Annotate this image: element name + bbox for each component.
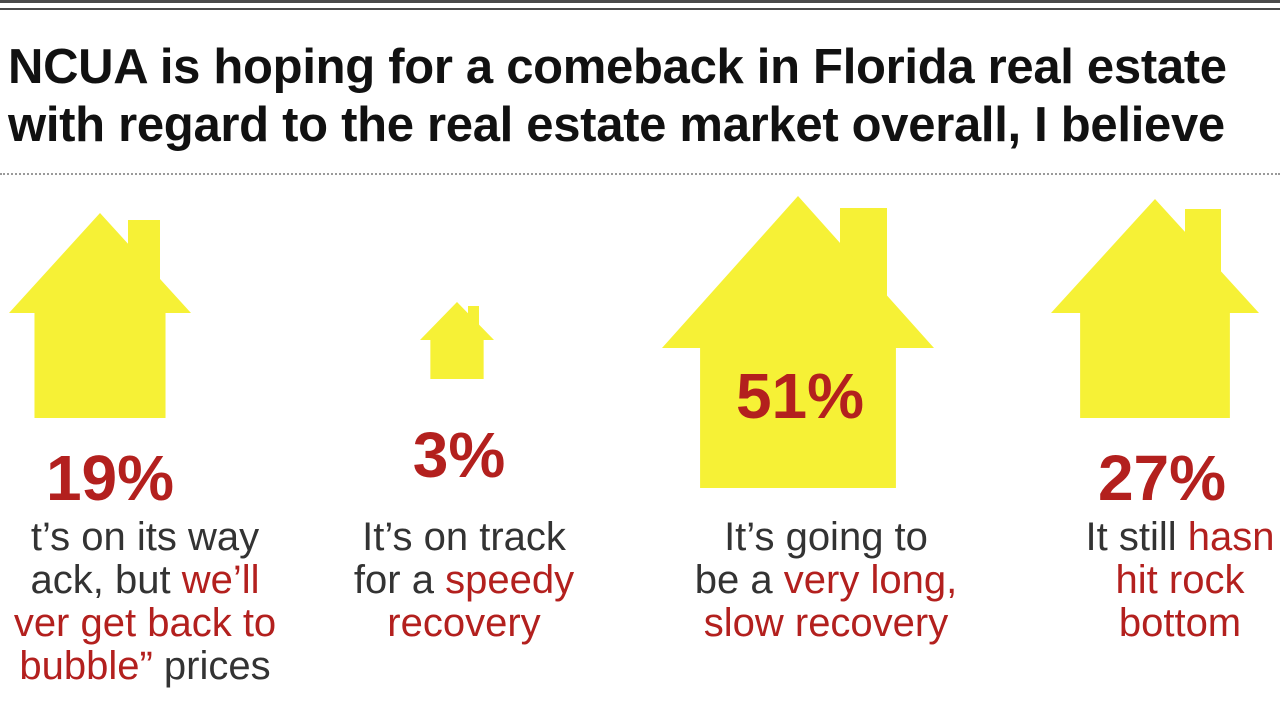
dotted-divider	[0, 173, 1280, 175]
label-text: ack, but	[30, 558, 182, 602]
label-text: It still	[1085, 515, 1188, 559]
house-icon-2	[420, 302, 494, 379]
label-line: be a very long,	[626, 559, 1026, 602]
category-label-1: t’s on its way ack, but we’ll ver get back…	[0, 516, 345, 688]
label-line: t’s on its way	[0, 516, 345, 559]
label-line: recovery	[264, 602, 664, 645]
label-line: ack, but we’ll	[0, 559, 345, 602]
house-icon-4	[1051, 199, 1259, 418]
house-roof	[420, 302, 494, 340]
label-line: bubble” prices	[0, 645, 345, 688]
house-body	[1080, 312, 1230, 418]
label-text: It’s on track	[362, 515, 566, 559]
label-line: It’s going to	[626, 516, 1026, 559]
label-line: slow recovery	[626, 602, 1026, 645]
value-label-3: 51%	[736, 360, 864, 432]
house-roof	[1051, 199, 1259, 313]
label-line: hit rock	[980, 559, 1280, 602]
title-line-2: with regard to the real estate market ov…	[8, 98, 1225, 152]
category-label-4: It still hasn hit rock bottom	[980, 516, 1280, 645]
house-body	[430, 339, 484, 379]
label-line: ver get back to	[0, 602, 345, 645]
category-label-3: It’s going to be a very long, slow recover…	[626, 516, 1026, 645]
label-highlight: speedy	[445, 558, 575, 602]
label-text: for a	[353, 558, 446, 602]
house-icon-3	[662, 196, 934, 488]
label-highlight: hasn	[1187, 515, 1275, 559]
chart-title: NCUA is hoping for a comeback in Florida…	[8, 38, 1280, 154]
value-label-4: 27%	[1098, 442, 1226, 514]
label-highlight: recovery	[387, 601, 541, 645]
label-text: It’s going to	[724, 515, 928, 559]
house-roof	[662, 196, 934, 348]
label-highlight: bubble”	[19, 644, 164, 688]
label-highlight: very long,	[783, 558, 958, 602]
house-icon-1	[9, 213, 191, 418]
label-line: for a speedy	[264, 559, 664, 602]
label-highlight: ver get back to	[13, 601, 277, 645]
label-line: bottom	[980, 602, 1280, 645]
label-highlight: slow recovery	[703, 601, 949, 645]
label-line: It still hasn	[980, 516, 1280, 559]
label-text: prices	[163, 644, 271, 688]
top-rule	[0, 0, 1280, 3]
house-body	[34, 312, 166, 418]
value-label-1: 19%	[46, 442, 174, 514]
category-label-2: It’s on track for a speedy recovery	[264, 516, 664, 645]
house-roof	[9, 213, 191, 313]
label-highlight: we’ll	[181, 558, 260, 602]
label-text: t’s on its way	[30, 515, 260, 559]
house-body	[700, 347, 896, 488]
label-text: be a	[694, 558, 784, 602]
title-line-1: NCUA is hoping for a comeback in Florida…	[8, 40, 1227, 94]
value-label-2: 3%	[413, 419, 506, 491]
label-highlight: bottom	[1118, 601, 1242, 645]
label-line: It’s on track	[264, 516, 664, 559]
label-highlight: hit rock	[1115, 558, 1245, 602]
top-rule-thin	[0, 8, 1280, 10]
